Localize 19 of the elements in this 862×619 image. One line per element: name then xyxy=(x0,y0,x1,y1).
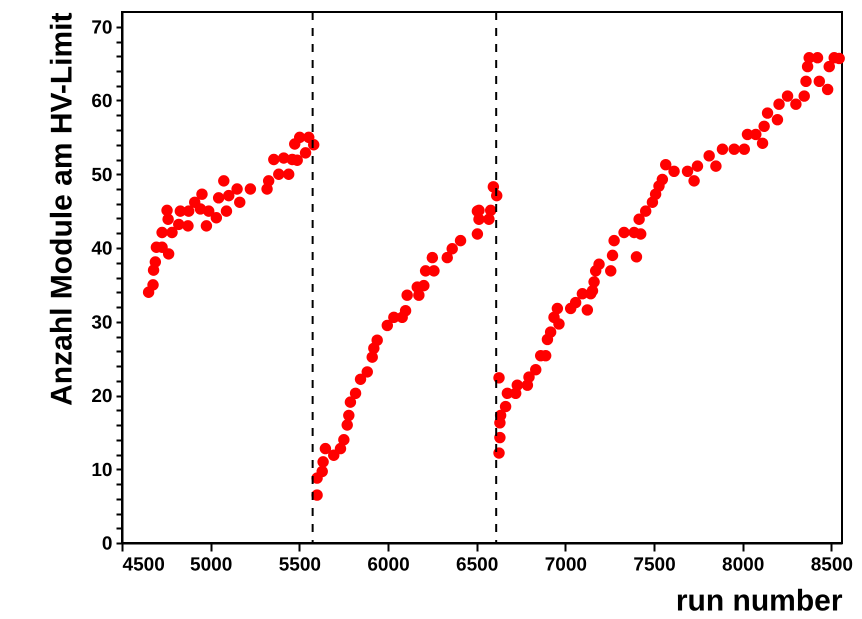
y-tick-label: 50 xyxy=(91,164,112,186)
y-tick-label: 40 xyxy=(91,238,112,260)
y-tick-label: 20 xyxy=(91,386,112,407)
y-tick-label: 60 xyxy=(91,91,112,112)
y-tick-label: 70 xyxy=(91,17,112,38)
x-tick-label: 6500 xyxy=(456,554,498,576)
y-axis-title: Anzahl Module am HV-Limit xyxy=(45,12,78,406)
y-tick-label: 0 xyxy=(102,534,112,554)
y-tick-label: 10 xyxy=(91,460,112,481)
x-tick-label: 7000 xyxy=(544,554,587,576)
x-tick-label: 4500 xyxy=(122,554,165,576)
x-tick-label: 6000 xyxy=(367,554,410,576)
x-tick-label: 5500 xyxy=(278,554,321,576)
x-tick-label: 8000 xyxy=(722,554,764,576)
x-axis-title: run number xyxy=(676,584,843,618)
x-tick-label: 7500 xyxy=(633,554,676,576)
x-tick-label: 8500 xyxy=(810,554,853,576)
y-tick-label: 30 xyxy=(91,312,112,334)
x-tick-label: 5000 xyxy=(190,554,232,576)
